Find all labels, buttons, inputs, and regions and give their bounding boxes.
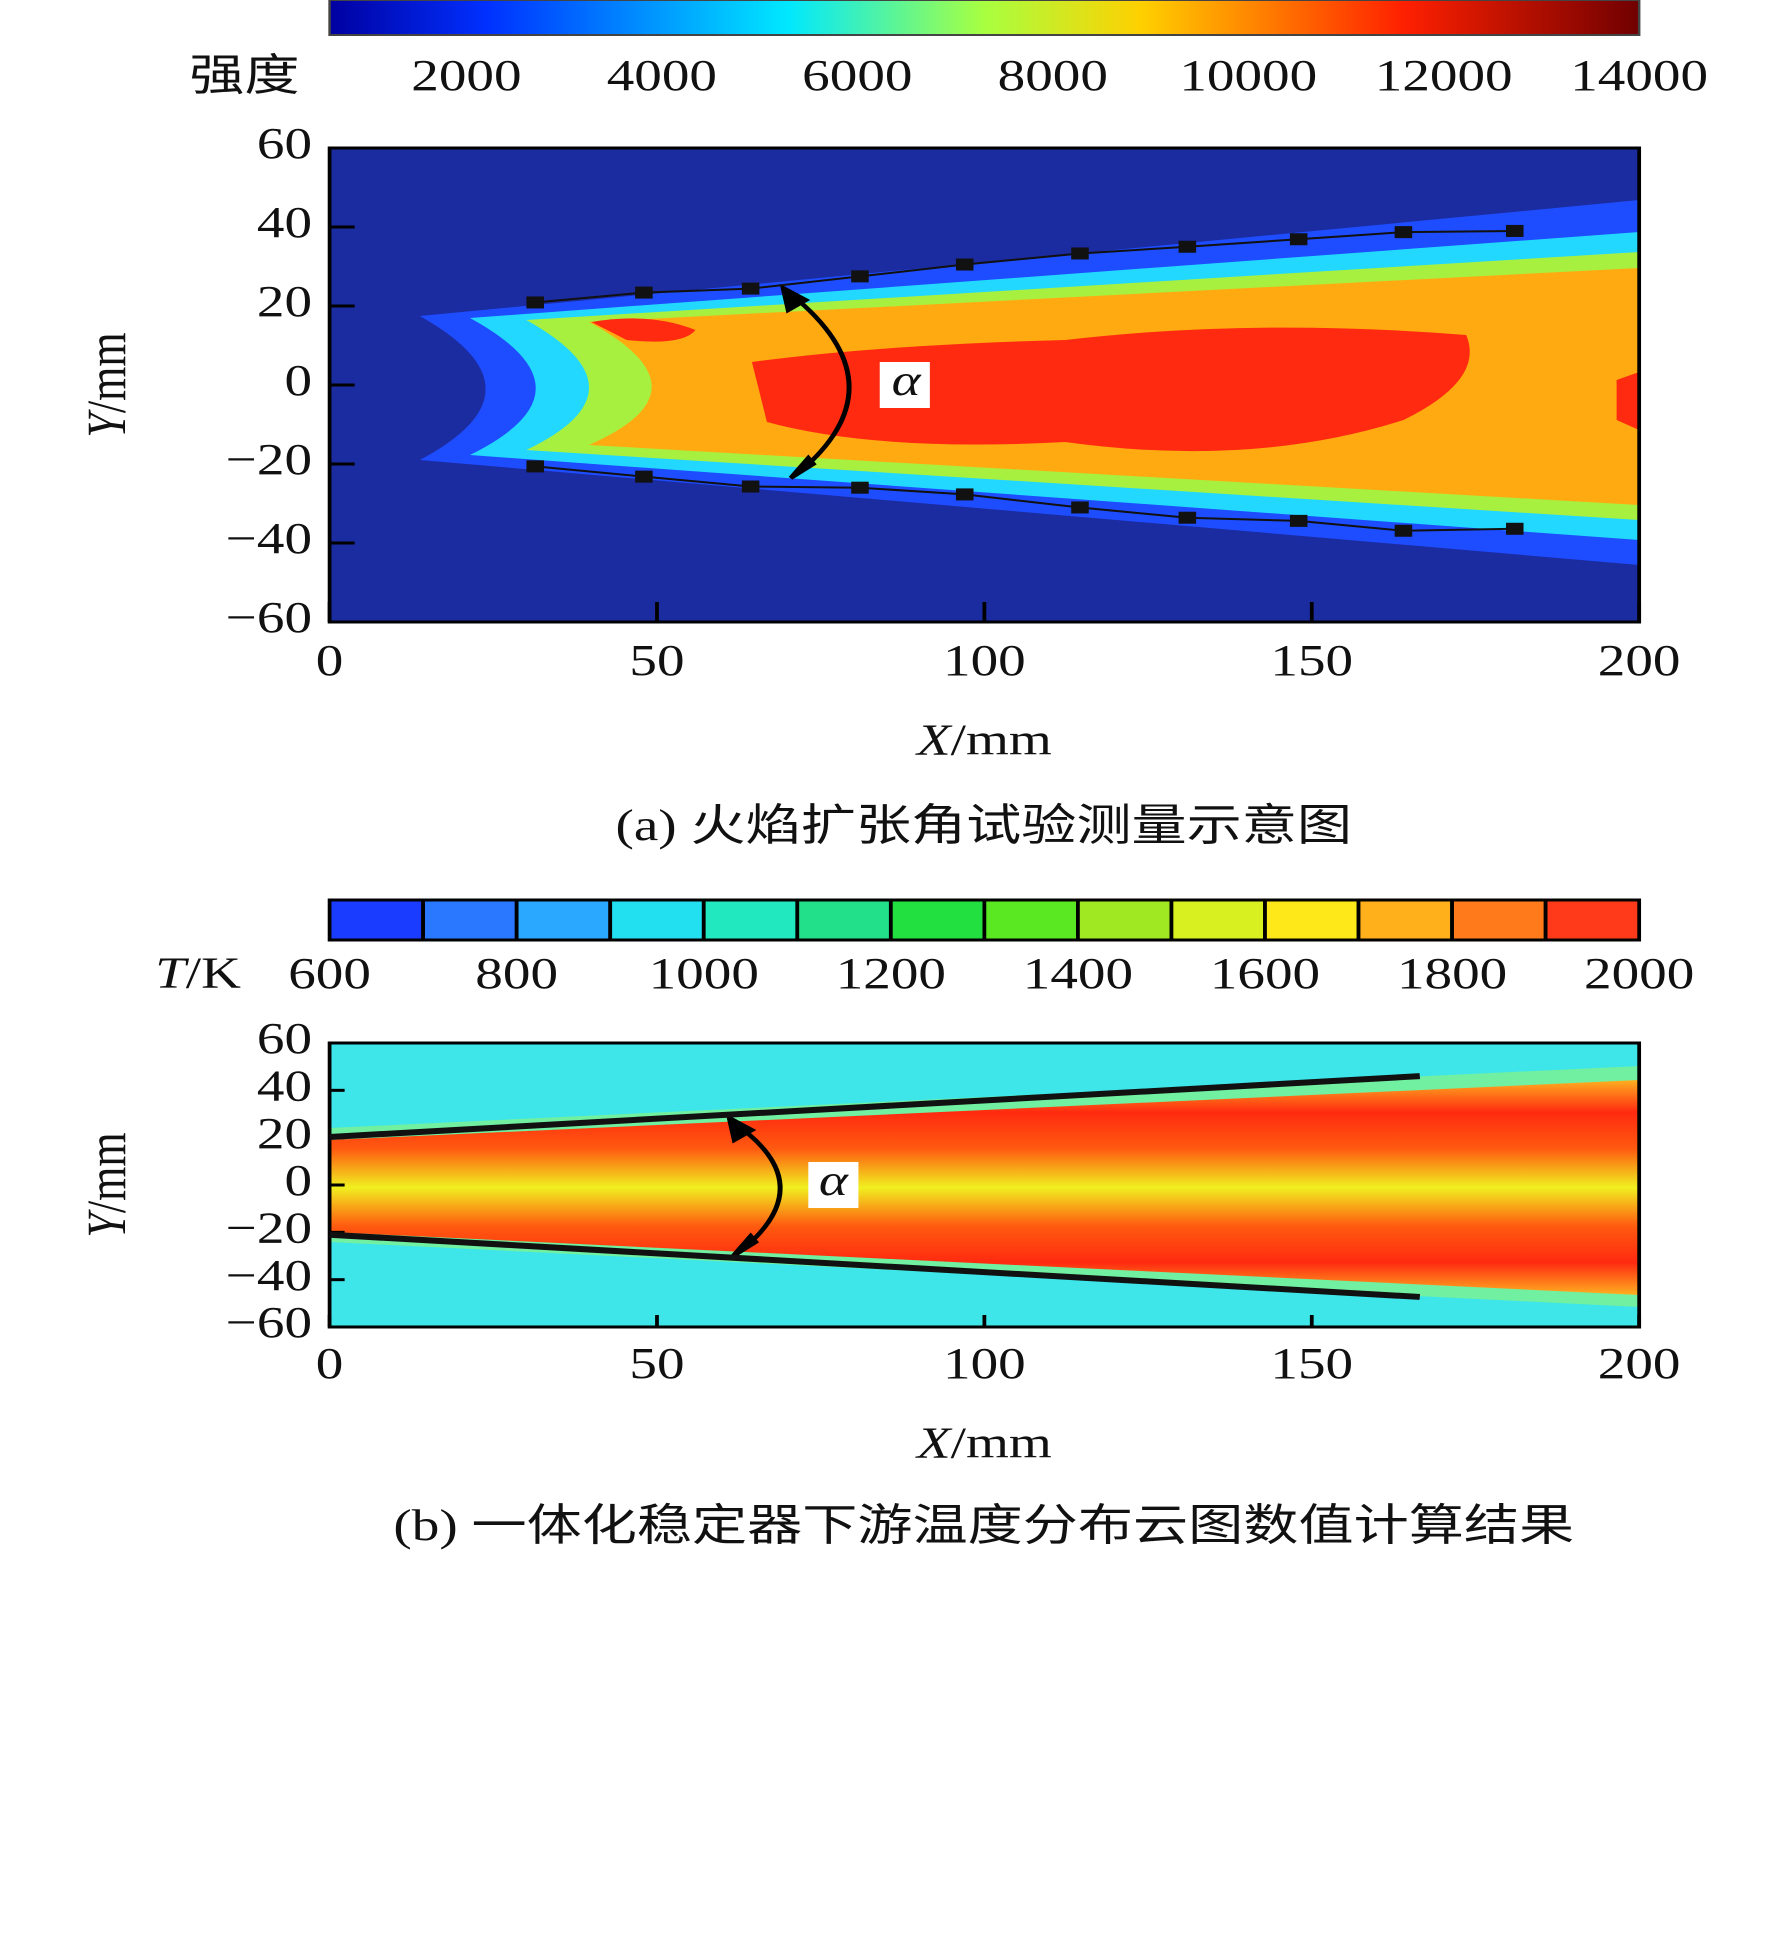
boundary-point [741, 282, 760, 295]
y-tick-label: −60 [226, 593, 312, 642]
boundary-point [1289, 514, 1308, 527]
boundary-point [1071, 501, 1089, 514]
colorbar-cell [1169, 898, 1267, 942]
colorbar-cell [1450, 898, 1548, 942]
boundary-point [1289, 233, 1308, 246]
boundary-point [851, 270, 869, 283]
boundary-line [535, 229, 1515, 304]
x-tick-label: 200 [1598, 1339, 1681, 1388]
colorbar-cell [1543, 898, 1642, 942]
boundary-line [535, 465, 1515, 532]
colorbar-tick-label: 1600 [1210, 949, 1320, 998]
field-a [329, 148, 1640, 622]
colorbar-tick-label: 1800 [1397, 949, 1507, 998]
colorbar-cell [514, 898, 613, 942]
y-axis-title: Y/mm [77, 1132, 138, 1237]
colorbar-tick-label: 12000 [1375, 51, 1513, 100]
x-tick-label: 50 [629, 636, 684, 685]
colorbar-label: 强度 [189, 51, 299, 100]
colorbar-tick-label: 14000 [1570, 51, 1708, 100]
field-b [329, 1043, 1640, 1327]
colorbar [328, 0, 1641, 36]
y-tick-label: 60 [257, 1014, 312, 1063]
annotation: α [892, 356, 922, 405]
colorbar-tick-label: 800 [475, 949, 558, 998]
colorbar-cell [982, 898, 1080, 942]
colorbar-tick-label: 600 [288, 949, 371, 998]
y-tick-label: −20 [226, 1204, 312, 1253]
x-tick-label: 150 [1270, 1339, 1353, 1388]
x-tick-label: 200 [1598, 636, 1681, 685]
boundary-point [955, 258, 974, 271]
y-tick-label: 40 [257, 1062, 312, 1111]
colorbar-label: T/K [155, 949, 241, 998]
colorbar-cell [327, 898, 426, 942]
y-axis-title: Y/mm [77, 332, 138, 437]
x-tick-label: 50 [629, 1339, 684, 1388]
y-tick-label: 40 [257, 198, 312, 247]
boundary-point [1394, 524, 1413, 537]
x-axis-title: X/mm [915, 1419, 1052, 1468]
colorbar-cell [701, 898, 800, 942]
colorbar-tick-label: 2000 [1584, 949, 1694, 998]
annotation-box [879, 362, 930, 408]
boundary-point [1394, 226, 1413, 239]
colorbar-cell [1356, 898, 1454, 942]
boundary-point [635, 286, 653, 299]
y-tick-label: 20 [257, 1109, 312, 1158]
colorbar-cell [888, 898, 987, 942]
x-tick-label: 100 [943, 1339, 1026, 1388]
annotation: α [819, 1156, 849, 1205]
boundary-point [1505, 224, 1524, 237]
boundary-point [1071, 247, 1089, 260]
boundary-point [1178, 511, 1197, 524]
y-tick-label: 0 [284, 356, 312, 405]
angle-arrows [725, 283, 852, 1258]
colorbar-tick-label: 2000 [411, 51, 521, 100]
boundary-point [1178, 240, 1197, 253]
y-tick-label: 20 [257, 277, 312, 326]
boundary-point [851, 481, 869, 494]
x-axis-title: X/mm [915, 716, 1052, 765]
y-tick-label: −40 [226, 1251, 312, 1300]
colorbar-cell [795, 898, 893, 942]
colorbar-tick-label: 6000 [802, 51, 912, 100]
colorbar-tick-label: 1200 [836, 949, 946, 998]
boundary-line [329, 1073, 1421, 1140]
x-tick-label: 100 [943, 636, 1026, 685]
x-tick-label: 0 [316, 1339, 344, 1388]
boundary-point [1505, 522, 1524, 535]
x-tick-label: 150 [1270, 636, 1353, 685]
caption: (b) 一体化稳定器下游温度分布云图数值计算结果 [393, 1501, 1574, 1550]
boundary-point [741, 480, 760, 493]
boundary-point [635, 470, 653, 483]
caption: (a) 火焰扩张角试验测量示意图 [615, 801, 1352, 850]
colorbar-cell [1076, 898, 1174, 942]
colorbar-tick-label: 10000 [1179, 51, 1317, 100]
y-tick-label: −60 [226, 1298, 312, 1347]
y-tick-label: −40 [226, 514, 312, 563]
annotation-box [808, 1162, 859, 1208]
colorbar-cell [608, 898, 706, 942]
colorbar-tick-label: 1400 [1023, 949, 1133, 998]
colorbar-tick-label: 8000 [998, 51, 1108, 100]
boundary-point [526, 460, 544, 473]
colorbar-tick-label: 4000 [607, 51, 717, 100]
boundary-point [955, 488, 974, 501]
x-tick-label: 0 [316, 636, 344, 685]
colorbar-cell [1263, 898, 1361, 942]
y-tick-label: 60 [257, 119, 312, 168]
colorbar-cell [421, 898, 519, 942]
y-tick-label: −20 [226, 435, 312, 484]
boundary-point [526, 296, 544, 309]
colorbar-tick-label: 1000 [649, 949, 759, 998]
y-tick-label: 0 [284, 1156, 312, 1205]
boundary-line [329, 1231, 1421, 1300]
